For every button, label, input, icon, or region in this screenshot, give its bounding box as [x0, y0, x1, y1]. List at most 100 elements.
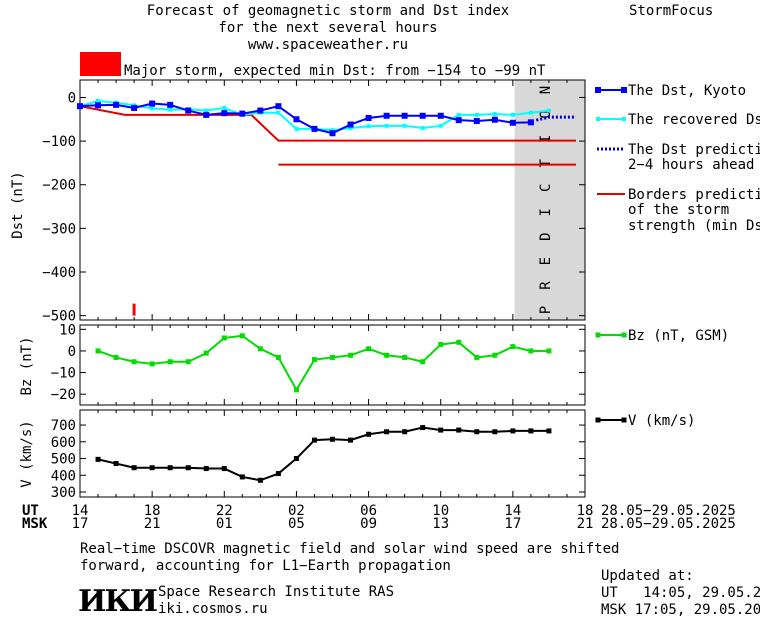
v-point	[221, 466, 227, 472]
dst-kyoto-point	[257, 107, 264, 114]
prediction-letter: N	[538, 86, 554, 94]
ut-tick-label: 18	[577, 503, 594, 519]
v-point	[113, 461, 119, 467]
prediction-letter: I	[538, 135, 554, 143]
recovered-dst-point	[456, 112, 461, 117]
institute-name: Space Research Institute RAS	[158, 584, 395, 600]
bz-point	[438, 341, 444, 347]
bz-point	[257, 346, 263, 352]
msk-tick-label: 05	[288, 516, 305, 532]
bz-point	[203, 350, 209, 356]
recovered-dst-point	[402, 123, 407, 128]
recovered-dst-point	[150, 106, 155, 111]
bz-ytick-label: −20	[51, 387, 76, 403]
msk-date-range: 28.05−29.05.2025	[601, 516, 736, 532]
prediction-letter: C	[538, 184, 554, 192]
v-point	[257, 477, 263, 483]
prediction-letter: E	[538, 257, 554, 265]
dst-kyoto-point	[149, 100, 156, 107]
bz-point	[167, 359, 173, 365]
dst-kyoto-line	[79, 102, 531, 135]
v-point	[474, 429, 480, 435]
updated-label: Updated at:	[601, 568, 694, 584]
dst-ytick-label: 0	[68, 90, 76, 106]
v-point	[510, 428, 516, 434]
v-point	[311, 437, 317, 443]
legend-dst-kyoto: The Dst, Kyoto	[628, 83, 747, 99]
v-point	[239, 474, 245, 480]
recovered-dst-point	[528, 110, 533, 115]
storm-forecast-text: Major storm, expected min Dst: from −154…	[124, 63, 546, 79]
v-point	[456, 427, 462, 433]
bz-point	[420, 359, 426, 365]
recovered-dst-point	[420, 126, 425, 130]
bz-point	[275, 354, 281, 360]
legend-borders-line1: Borders prediction	[628, 187, 760, 203]
v-point	[366, 431, 372, 437]
dst-kyoto-point	[239, 110, 246, 117]
msk-tick-label: 17	[72, 516, 89, 532]
bz-point	[546, 348, 552, 354]
bz-point	[528, 348, 534, 354]
ut-row-label: UT	[22, 503, 39, 519]
dst-kyoto-point	[401, 112, 408, 119]
dst-kyoto-point	[509, 119, 516, 126]
ut-tick-label: 18	[144, 503, 161, 519]
dst-kyoto-point	[473, 118, 480, 125]
chart-title-line1: Forecast of geomagnetic storm and Dst in…	[146, 3, 510, 19]
legend-recovered-symbol-mark	[596, 117, 600, 121]
bz-ytick-label: 0	[68, 344, 76, 360]
recovered-dst-point	[204, 108, 209, 113]
bz-axis-label: Bz (nT)	[19, 336, 35, 396]
dst-kyoto-point	[365, 114, 372, 121]
prediction-letter: T	[538, 159, 554, 168]
dst-kyoto-point	[455, 117, 462, 124]
storm-onset-marker	[132, 303, 136, 316]
ut-tick-label: 02	[288, 503, 305, 519]
recovered-dst-point	[474, 112, 479, 117]
bz-point	[131, 359, 137, 365]
recovered-dst-point	[510, 112, 515, 117]
prediction-zone	[514, 80, 585, 320]
dst-axis-label: Dst (nT)	[10, 171, 26, 239]
institute-site[interactable]: iki.cosmos.ru	[158, 601, 268, 617]
v-point	[528, 428, 534, 434]
ut-tick-label: 06	[360, 503, 377, 519]
bz-point	[474, 354, 480, 360]
bz-point	[113, 354, 119, 360]
dst-prediction-line	[535, 115, 576, 122]
dst-kyoto-point	[329, 130, 336, 137]
chart-title-line2: for the next several hours	[218, 20, 438, 36]
prediction-letter: R	[538, 281, 554, 290]
recovered-dst-point	[546, 108, 551, 113]
dst-kyoto-point	[275, 103, 282, 110]
v-ytick-label: 600	[51, 435, 76, 451]
dst-ytick-label: −500	[42, 309, 76, 325]
recovered-dst-point	[366, 124, 371, 129]
ut-tick-label: 10	[432, 503, 449, 519]
legend-bz-symbol-mark	[595, 332, 601, 338]
recovered-dst-point	[330, 128, 335, 133]
bz-ytick-label: −10	[51, 366, 76, 382]
legend-dst-kyoto-symbol-mark	[595, 87, 601, 93]
v-point	[402, 429, 408, 435]
bz-point	[185, 359, 191, 365]
legend-prediction-line2: 2−4 hours ahead	[628, 157, 755, 173]
bz-point	[456, 339, 462, 345]
bz-point	[348, 352, 354, 358]
bz-panel-frame	[79, 324, 586, 406]
v-ytick-label: 300	[51, 485, 76, 501]
dst-kyoto-point	[131, 104, 138, 111]
bz-point	[95, 348, 101, 354]
msk-tick-label: 13	[432, 516, 449, 532]
dst-kyoto-point	[347, 121, 354, 128]
site-url[interactable]: www.spaceweather.ru	[247, 37, 409, 53]
dst-ytick-label: −300	[42, 221, 76, 237]
dst-kyoto-point	[77, 103, 83, 110]
msk-tick-label: 09	[360, 516, 377, 532]
footnote-line2: forward, accounting for L1−Earth propaga…	[80, 558, 451, 574]
iki-logo: ИКИ	[78, 584, 158, 619]
prediction-letter: D	[538, 232, 554, 240]
dst-kyoto-point	[95, 102, 102, 109]
